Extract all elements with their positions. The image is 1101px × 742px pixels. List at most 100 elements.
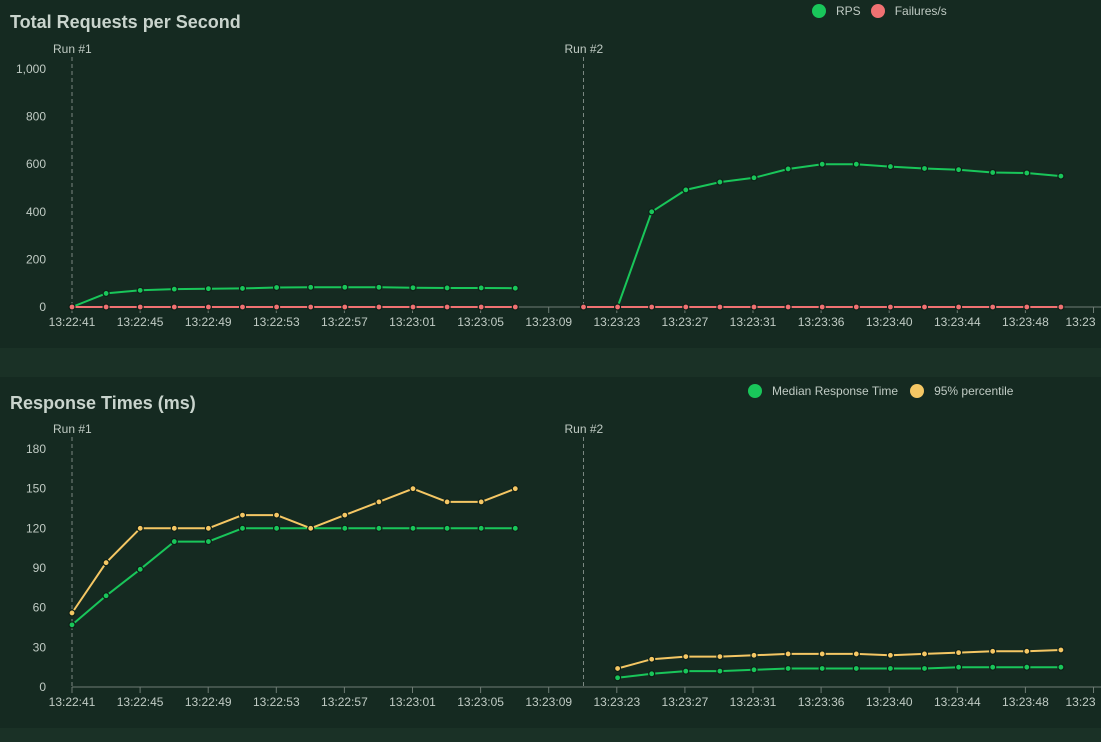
data-point[interactable] — [204, 537, 212, 546]
data-point[interactable] — [954, 303, 963, 311]
legend-item-p95[interactable]: 95% percentile — [910, 384, 1013, 398]
data-point[interactable] — [68, 303, 76, 311]
data-point[interactable] — [238, 284, 247, 293]
data-point[interactable] — [136, 565, 144, 573]
data-point[interactable] — [852, 303, 860, 311]
data-point[interactable] — [1057, 663, 1065, 671]
data-point[interactable] — [852, 160, 860, 168]
data-point[interactable] — [920, 650, 929, 658]
data-point[interactable] — [511, 524, 519, 532]
data-point[interactable] — [341, 511, 349, 519]
data-point[interactable] — [68, 621, 76, 629]
data-point[interactable] — [648, 670, 656, 678]
data-point[interactable] — [920, 164, 929, 173]
data-point[interactable] — [784, 303, 792, 311]
data-point[interactable] — [409, 284, 417, 292]
data-point[interactable] — [682, 652, 690, 661]
data-point[interactable] — [750, 651, 758, 659]
data-point[interactable] — [409, 485, 417, 493]
data-point[interactable] — [818, 650, 826, 658]
data-point[interactable] — [818, 160, 826, 168]
data-point[interactable] — [1057, 646, 1065, 654]
data-point[interactable] — [1023, 647, 1031, 655]
data-point[interactable] — [443, 498, 451, 506]
data-point[interactable] — [579, 303, 588, 311]
data-point[interactable] — [750, 174, 758, 182]
data-point[interactable] — [1057, 172, 1065, 180]
data-point[interactable] — [1023, 663, 1031, 671]
legend-item-failures[interactable]: Failures/s — [870, 4, 947, 18]
data-point[interactable] — [409, 524, 417, 532]
legend-item-rps[interactable]: RPS — [812, 4, 861, 18]
data-point[interactable] — [1023, 169, 1031, 177]
data-point[interactable] — [341, 283, 349, 291]
legend-item-median[interactable]: Median Response Time — [748, 384, 898, 398]
data-point[interactable] — [375, 303, 383, 311]
data-point[interactable] — [750, 666, 758, 674]
data-point[interactable] — [920, 303, 929, 311]
data-point[interactable] — [170, 537, 178, 546]
data-point[interactable] — [852, 664, 860, 673]
data-point[interactable] — [238, 303, 247, 311]
data-point[interactable] — [170, 524, 178, 532]
data-point[interactable] — [886, 664, 895, 673]
data-point[interactable] — [716, 178, 724, 186]
data-point[interactable] — [341, 524, 349, 532]
data-point[interactable] — [273, 303, 281, 311]
data-point[interactable] — [784, 664, 792, 673]
data-point[interactable] — [989, 303, 997, 311]
data-point[interactable] — [477, 498, 485, 506]
data-point[interactable] — [273, 524, 281, 532]
data-point[interactable] — [818, 303, 826, 311]
data-point[interactable] — [273, 283, 281, 292]
data-point[interactable] — [989, 663, 997, 671]
data-point[interactable] — [136, 524, 144, 532]
data-point[interactable] — [511, 485, 519, 493]
data-point[interactable] — [716, 667, 724, 675]
data-point[interactable] — [102, 559, 110, 567]
data-point[interactable] — [989, 647, 997, 655]
data-point[interactable] — [341, 303, 349, 311]
data-point[interactable] — [648, 208, 656, 216]
data-point[interactable] — [204, 285, 212, 293]
data-point[interactable] — [682, 186, 690, 194]
data-point[interactable] — [989, 168, 997, 177]
data-point[interactable] — [954, 166, 963, 174]
data-point[interactable] — [852, 650, 860, 658]
data-point[interactable] — [784, 650, 792, 658]
data-point[interactable] — [443, 284, 451, 292]
data-point[interactable] — [648, 303, 656, 311]
data-point[interactable] — [886, 651, 895, 659]
data-point[interactable] — [307, 283, 315, 291]
data-point[interactable] — [750, 303, 758, 311]
data-point[interactable] — [204, 524, 212, 532]
data-point[interactable] — [409, 303, 417, 311]
data-point[interactable] — [648, 655, 656, 663]
data-point[interactable] — [1057, 303, 1065, 311]
data-point[interactable] — [682, 303, 690, 311]
data-point[interactable] — [443, 303, 451, 311]
data-point[interactable] — [307, 524, 315, 532]
data-point[interactable] — [716, 652, 724, 661]
data-point[interactable] — [238, 511, 247, 519]
data-point[interactable] — [443, 524, 451, 532]
data-point[interactable] — [920, 664, 929, 673]
data-point[interactable] — [170, 303, 178, 311]
data-point[interactable] — [375, 498, 383, 506]
data-point[interactable] — [613, 674, 622, 682]
data-point[interactable] — [784, 165, 792, 173]
data-point[interactable] — [375, 283, 383, 291]
data-point[interactable] — [511, 303, 519, 311]
data-point[interactable] — [477, 524, 485, 532]
data-point[interactable] — [818, 664, 826, 673]
data-point[interactable] — [102, 303, 110, 311]
data-point[interactable] — [682, 667, 690, 675]
data-point[interactable] — [886, 303, 895, 311]
data-point[interactable] — [102, 289, 110, 298]
data-point[interactable] — [477, 284, 485, 292]
data-point[interactable] — [716, 303, 724, 311]
data-point[interactable] — [273, 511, 281, 519]
data-point[interactable] — [375, 524, 383, 532]
data-point[interactable] — [613, 664, 622, 673]
data-point[interactable] — [613, 303, 622, 311]
